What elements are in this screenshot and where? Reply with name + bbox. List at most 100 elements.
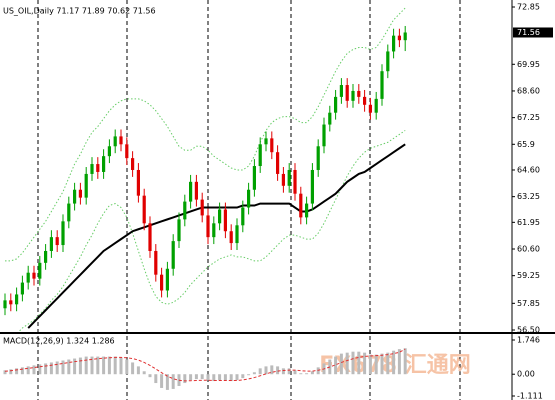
macd-bar [310,371,314,375]
macd-bar [183,374,187,384]
macd-bar [55,361,59,375]
candle-body [223,209,227,232]
macd-bar [380,353,384,375]
macd-bar [119,357,123,375]
candle-body [281,173,285,186]
macd-bar [293,370,297,375]
macd-bar [165,374,169,390]
candle-body [305,203,309,218]
candle-body [386,51,390,72]
y-tick-label: 56.50 [517,326,540,335]
candle-body [119,136,123,145]
candle-body [131,158,135,170]
macd-bar [9,369,13,375]
candle-body [96,164,100,172]
candle-body [334,96,338,113]
candle-body [154,250,158,275]
candle-body [374,98,378,113]
candle-body [26,272,30,283]
macd-bar [200,374,204,380]
candle-body [55,237,59,246]
candle-body [189,181,193,202]
macd-bar [368,354,372,375]
price-marker-label: 71.56 [517,28,540,37]
candle-body [270,138,274,153]
candle-body [357,90,361,97]
candle-body [171,241,175,269]
candle-body [380,71,384,99]
candle-body [61,221,65,246]
price-marker-box [513,27,553,38]
macd-bar [299,373,303,375]
macd-bar [212,374,216,382]
candle-body [125,144,129,159]
candle-body [148,223,152,251]
candle-body [90,164,94,174]
candle-body [328,112,332,125]
macd-bar [49,362,53,375]
candle-body [241,207,245,226]
candle-body [73,189,77,204]
candle-body [287,169,291,186]
candle-body [15,294,19,305]
macd-bar [148,374,152,378]
macd-bar [102,356,106,375]
candle-body [9,300,13,305]
macd-bar [26,366,30,375]
y-tick-label: 65.9 [517,140,535,149]
macd-bar [107,356,111,375]
y-tick-label: 67.25 [517,113,540,122]
macd-bar [194,374,198,380]
macd-bar [189,374,193,381]
candle-body [200,199,204,216]
candle-body [44,250,48,263]
candle-body [194,181,198,200]
macd-bar [15,368,19,375]
macd-bar [397,349,401,375]
macd-bar [235,374,239,381]
y-tick-label: 59.25 [517,271,540,280]
macd-bar [90,356,94,375]
macd-bar [392,350,396,375]
candle-body [165,268,169,291]
macd-bar [38,364,42,375]
candle-body [3,300,7,309]
candle-body [107,146,111,157]
macd-bar [73,358,77,375]
candle-body [177,219,181,242]
y-tick-label: 64.60 [517,165,540,174]
candle-body [392,35,396,52]
macd-bar [160,374,164,388]
macd-bar [339,353,343,375]
macd-bar [270,365,274,375]
candle-body [32,272,36,279]
period-separators [37,0,461,400]
macd-bar [67,359,71,375]
macd-bar [136,366,140,375]
macd-bar [374,354,378,375]
candle-body [363,96,367,105]
candle-body [142,195,146,224]
candle-body [212,223,216,238]
candle-body [218,209,222,224]
macd-title: MACD(12,26,9) 1.324 1.286 [3,337,115,346]
y-tick-label: 63.25 [517,192,540,201]
macd-bar [20,367,24,375]
y-tick-label: 61.95 [517,218,540,227]
macd-bar [131,362,135,375]
macd-bar [241,374,245,379]
candle-body [252,166,256,190]
y-tick-label: 0.00 [517,370,535,379]
macd-bar [305,373,309,375]
macd-bar [113,356,117,375]
macd-bar [3,370,7,375]
candle-body [183,201,187,220]
candle-body [264,138,268,145]
macd-bar [61,360,65,375]
candle-body [84,173,88,198]
macd-bar [403,348,407,375]
macd-bar [78,357,82,375]
y-tick-label: 69.95 [517,60,540,69]
